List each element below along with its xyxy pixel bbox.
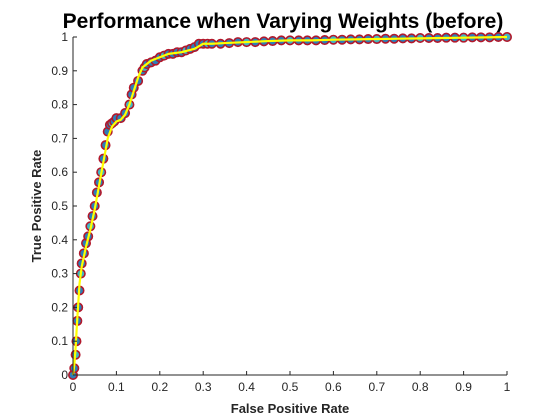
y-tick-label: 0.2 <box>51 300 68 314</box>
x-tick-label: 1 <box>504 380 511 394</box>
y-tick-label: 0.8 <box>51 98 68 112</box>
x-tick-label: 0.6 <box>325 380 342 394</box>
chart-title: Performance when Varying Weights (before… <box>63 10 504 33</box>
x-tick-label: 0.5 <box>282 380 299 394</box>
y-tick-label: 0.6 <box>51 165 68 179</box>
y-tick-label: 0.9 <box>51 64 68 78</box>
x-tick-label: 0.7 <box>368 380 385 394</box>
x-tick-label: 0.8 <box>412 380 429 394</box>
x-tick-label: 0.1 <box>108 380 125 394</box>
y-tick-label: 1 <box>61 30 68 44</box>
roc-curve-line <box>71 35 508 376</box>
y-tick-label: 0.7 <box>51 131 68 145</box>
x-tick-label: 0 <box>70 380 77 394</box>
x-tick-label: 0.9 <box>455 380 472 394</box>
x-axis-label: False Positive Rate <box>231 401 350 416</box>
axes: 0 0.1 0.2 0.3 0.4 0.5 0.6 0.7 0.8 0.9 1 0 0.1 0.2 0.3 0… <box>51 30 510 394</box>
y-tick-label: 0.4 <box>51 233 68 247</box>
y-tick-label: 0 <box>61 368 68 382</box>
y-tick-label: 0.5 <box>51 199 68 213</box>
y-tick-label: 0.3 <box>51 267 68 281</box>
x-tick-label: 0.2 <box>151 380 168 394</box>
y-axis-label: True Positive Rate <box>29 150 44 263</box>
plot-area <box>68 31 512 380</box>
x-tick-label: 0.3 <box>195 380 212 394</box>
x-tick-label: 0.4 <box>238 380 255 394</box>
y-tick-label: 0.1 <box>51 334 68 348</box>
